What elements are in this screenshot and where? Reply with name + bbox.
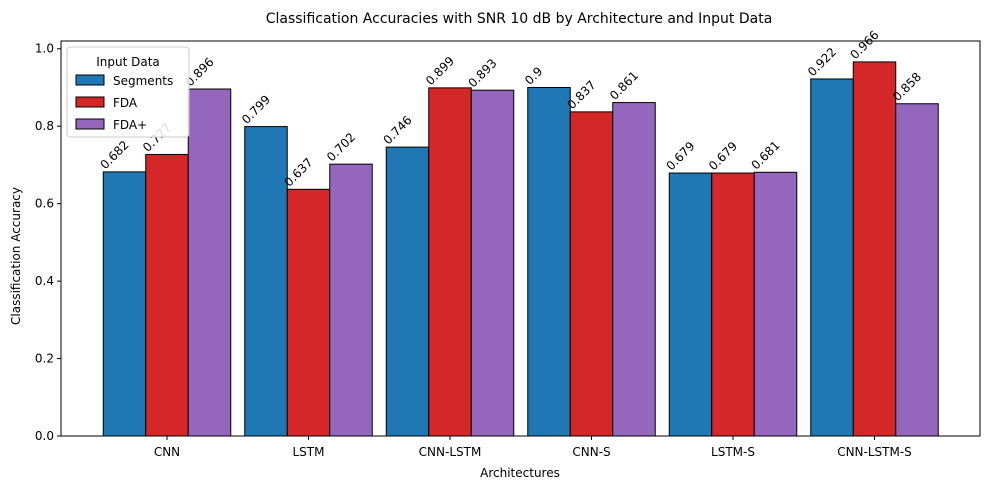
data-label: 0.893 (465, 56, 499, 90)
bar (852, 61, 897, 437)
y-tick-label: 0.8 (35, 119, 54, 133)
data-label: 0.899 (423, 54, 457, 88)
x-tick-label: CNN-LSTM (419, 445, 482, 459)
bar (145, 153, 189, 437)
data-label: 0.682 (97, 138, 131, 172)
bar (102, 171, 147, 437)
legend: Input Data Segments FDA FDA+ (66, 46, 190, 138)
data-label: 0.681 (748, 138, 782, 172)
y-axis-label: Classification Accuracy (9, 187, 23, 325)
y-tick-label: 0.2 (35, 352, 54, 366)
data-label: 0.679 (663, 139, 697, 173)
bar (711, 172, 755, 437)
bar (470, 89, 515, 437)
legend-swatch (75, 118, 105, 130)
y-tick-label: 0.4 (35, 274, 54, 288)
y-tick-label: 1.0 (35, 42, 54, 56)
data-label: 0.679 (706, 139, 740, 173)
legend-swatch (75, 96, 105, 108)
bars-layer (102, 61, 939, 437)
y-tick-label: 0.6 (35, 197, 54, 211)
chart-title: Classification Accuracies with SNR 10 dB… (266, 11, 773, 27)
data-label: 0.799 (239, 93, 273, 127)
data-label: 0.9 (522, 64, 545, 87)
legend-label: FDA (113, 96, 138, 110)
x-tick-label: CNN (154, 445, 180, 459)
data-label: 0.861 (607, 68, 641, 102)
bar (527, 86, 571, 437)
bar (187, 88, 232, 437)
axes-layer: CNN LSTM CNN-LSTM CNN-S LSTM-S CNN-LSTM-S 0.0 0… (35, 40, 981, 459)
x-tick-label: LSTM (293, 445, 325, 459)
data-label: 0.702 (324, 130, 358, 164)
x-axis-label: Architectures (480, 466, 560, 480)
x-tick-label: CNN-LSTM-S (837, 445, 912, 459)
x-tick-label: CNN-S (572, 445, 610, 459)
bar (810, 78, 854, 437)
bar (329, 163, 373, 437)
bar (244, 126, 288, 437)
plot-frame (60, 40, 981, 437)
bar (668, 172, 713, 437)
bar (612, 102, 656, 437)
data-label: 0.966 (847, 28, 881, 62)
legend-label: Segments (113, 74, 173, 88)
y-tick-label: 0.0 (35, 429, 54, 443)
legend-title: Input Data (96, 55, 160, 69)
x-tick-label: LSTM-S (711, 445, 755, 459)
bar (286, 188, 331, 437)
bar (895, 103, 939, 437)
bar (385, 146, 430, 437)
bar (569, 111, 614, 437)
bar (428, 87, 472, 437)
data-label: 0.922 (805, 45, 839, 79)
data-label: 0.746 (380, 113, 414, 147)
legend-swatch (75, 74, 105, 86)
bar (753, 171, 798, 437)
legend-box (66, 46, 190, 138)
legend-label: FDA+ (113, 118, 147, 132)
